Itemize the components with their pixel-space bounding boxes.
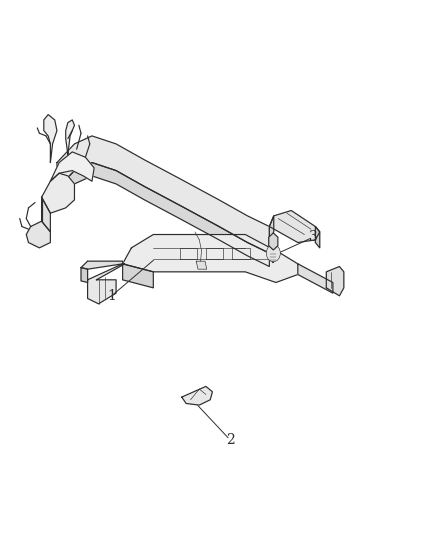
Polygon shape [269, 233, 278, 250]
Polygon shape [42, 173, 74, 213]
Polygon shape [88, 264, 125, 304]
Polygon shape [81, 261, 123, 269]
Polygon shape [50, 152, 94, 181]
Polygon shape [269, 211, 320, 243]
Polygon shape [269, 216, 274, 243]
Polygon shape [326, 266, 344, 296]
Polygon shape [123, 264, 153, 288]
Polygon shape [57, 163, 269, 266]
Polygon shape [66, 120, 74, 155]
Polygon shape [196, 261, 207, 269]
Circle shape [266, 245, 280, 262]
Polygon shape [182, 386, 212, 405]
Polygon shape [26, 221, 50, 248]
Polygon shape [315, 227, 320, 248]
Polygon shape [123, 235, 298, 282]
Polygon shape [298, 264, 333, 293]
Polygon shape [57, 136, 269, 253]
Polygon shape [81, 268, 88, 282]
Text: 3: 3 [309, 230, 318, 244]
Text: 1: 1 [107, 289, 116, 303]
Text: 2: 2 [226, 433, 234, 447]
Polygon shape [42, 197, 50, 232]
Polygon shape [44, 115, 57, 163]
